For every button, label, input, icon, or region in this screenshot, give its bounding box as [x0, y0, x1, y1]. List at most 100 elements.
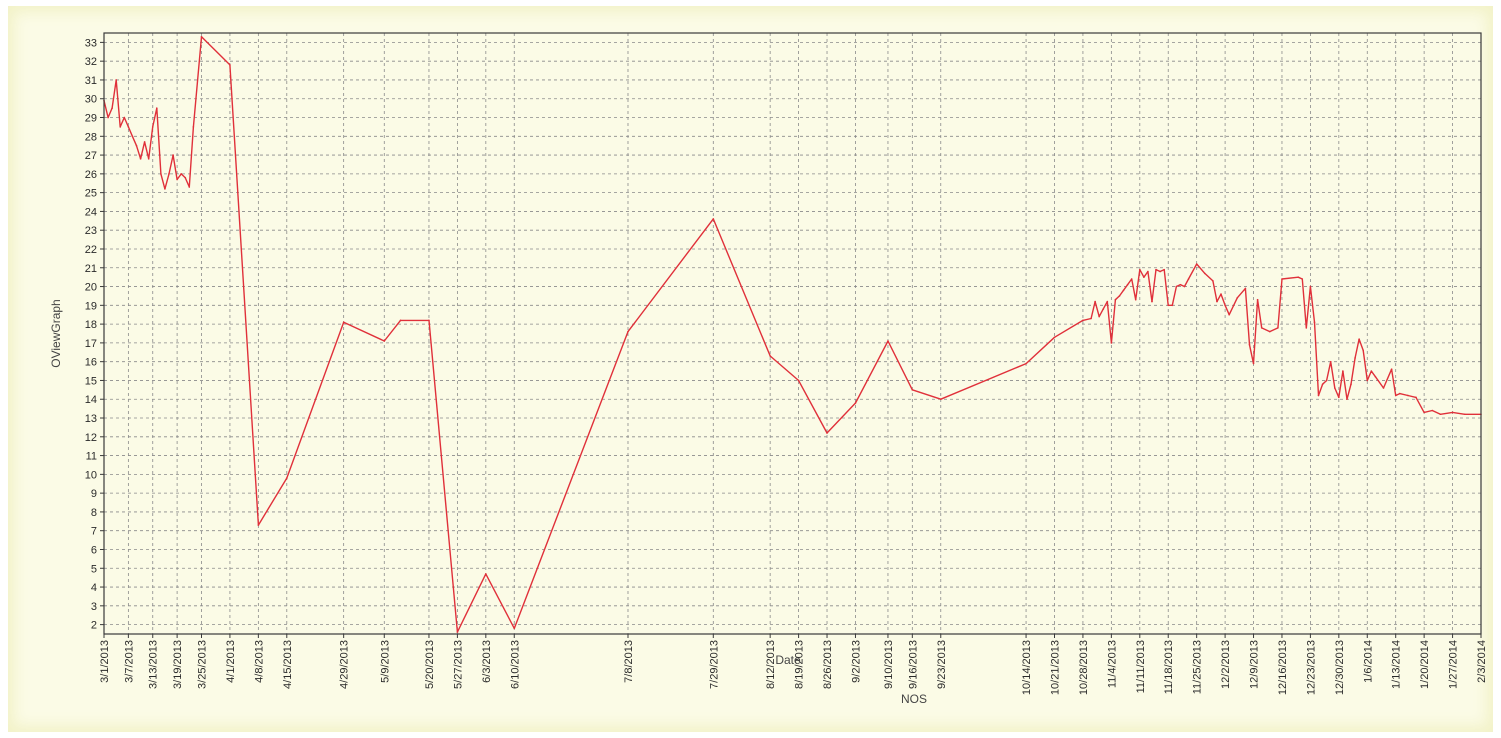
y-tick-label: 21 [85, 263, 97, 275]
data-point [1382, 387, 1385, 389]
data-point [1394, 394, 1397, 397]
data-point [1151, 300, 1153, 303]
grid [103, 33, 1482, 634]
y-tick-label: 16 [85, 357, 97, 369]
data-point [127, 126, 130, 128]
plot-area [104, 33, 1481, 634]
x-tick-label: 11/18/2013 [1163, 640, 1175, 694]
data-point [1407, 394, 1409, 397]
data-point [229, 64, 231, 66]
data-point [1346, 398, 1348, 401]
data-point [1390, 368, 1393, 370]
x-tick-label: 9/2/2013 [850, 640, 862, 683]
x-tick-label: 3/1/2013 [99, 640, 111, 683]
x-tick-label: 3/13/2013 [148, 640, 160, 689]
data-point [168, 173, 170, 175]
y-tick-label: 24 [85, 206, 97, 218]
data-point [107, 116, 109, 119]
data-point [1224, 304, 1226, 307]
data-point [1281, 278, 1283, 280]
data-point [1175, 285, 1178, 288]
x-tick-label: 6/3/2013 [481, 640, 493, 683]
data-point [1398, 392, 1401, 395]
data-point [1216, 300, 1218, 303]
data-point [184, 176, 187, 179]
x-tick-label: 8/12/2013 [765, 640, 777, 689]
y-tick-label: 27 [85, 150, 97, 162]
data-point [399, 319, 402, 322]
data-point [1110, 342, 1113, 344]
x-tick-label: 10/28/2013 [1078, 640, 1090, 695]
data-point [1171, 304, 1174, 307]
x-tick-label: 4/1/2013 [225, 640, 237, 683]
data-point [1126, 283, 1129, 286]
y-tick-label: 7 [91, 526, 97, 538]
x-tick-label: 1/27/2014 [1448, 640, 1460, 689]
data-point [164, 188, 166, 190]
y-tick-label: 22 [85, 244, 97, 256]
data-point [797, 379, 800, 382]
data-point [1431, 409, 1434, 412]
y-tick-label: 23 [85, 225, 97, 237]
x-tick-label: 1/13/2014 [1391, 640, 1403, 689]
chart-frame: 2 3 4 5 6 7 8 9 10 11 12 13 14 15 16 17 18 19 20 21 22 23 24 25… [8, 6, 1493, 732]
x-tick-label: 3/19/2013 [172, 640, 184, 689]
data-point [1354, 357, 1356, 359]
y-tick-label: 29 [85, 113, 97, 125]
y-tick-label: 12 [85, 432, 97, 444]
data-point [156, 107, 158, 109]
data-point [151, 126, 154, 128]
data-point [1451, 411, 1454, 414]
data-point [1309, 285, 1312, 288]
data-point [119, 126, 122, 128]
y-tick-label: 13 [85, 413, 97, 425]
data-point [123, 116, 126, 119]
data-point [1268, 330, 1271, 333]
y-tick-label: 14 [85, 394, 97, 406]
data-point [1350, 383, 1352, 386]
data-point [1370, 370, 1373, 372]
x-tick-label: 10/14/2013 [1021, 640, 1033, 695]
x-tick-label: 10/21/2013 [1049, 640, 1061, 695]
data-point [257, 524, 260, 526]
data-point [513, 627, 516, 630]
x-tick-label: 5/9/2013 [379, 640, 391, 683]
data-point [1301, 278, 1304, 280]
y-tick-label: 4 [91, 582, 97, 594]
data-point [188, 186, 191, 188]
data-point [456, 631, 459, 633]
data-point [1130, 278, 1133, 280]
x-tick-label: 4/8/2013 [253, 640, 265, 683]
data-point [176, 178, 178, 181]
data-point [1098, 315, 1100, 318]
data-point [1342, 370, 1344, 372]
data-point [1143, 276, 1145, 278]
data-point [627, 330, 629, 333]
x-tick-label: 12/16/2013 [1277, 640, 1289, 695]
data-point [939, 398, 942, 401]
x-tick-label: 11/4/2013 [1106, 640, 1118, 688]
data-point [1167, 304, 1170, 307]
x-tick-label: 5/20/2013 [424, 640, 436, 689]
data-point [139, 158, 142, 160]
data-point [131, 135, 134, 138]
x-axis-title: Date [775, 653, 801, 667]
y-tick-label: 9 [91, 488, 97, 500]
x-tick-label: 7/8/2013 [623, 640, 635, 683]
y-tick-label: 5 [91, 563, 97, 575]
data-point [1163, 268, 1165, 271]
data-point [1317, 394, 1320, 397]
x-tick-label: 9/16/2013 [907, 640, 919, 689]
y-tick-label: 30 [85, 94, 97, 106]
y-tick-label: 6 [91, 544, 97, 556]
y-tick-label: 8 [91, 507, 97, 519]
x-tick-label: 3/25/2013 [196, 640, 208, 689]
x-tick-label: 4/15/2013 [282, 640, 294, 689]
data-point [200, 35, 203, 38]
data-point [1114, 298, 1117, 301]
data-point [769, 355, 771, 357]
y-tick-label: 33 [85, 37, 97, 49]
data-point [1362, 349, 1365, 352]
data-point [1159, 270, 1161, 273]
data-point [285, 477, 288, 479]
